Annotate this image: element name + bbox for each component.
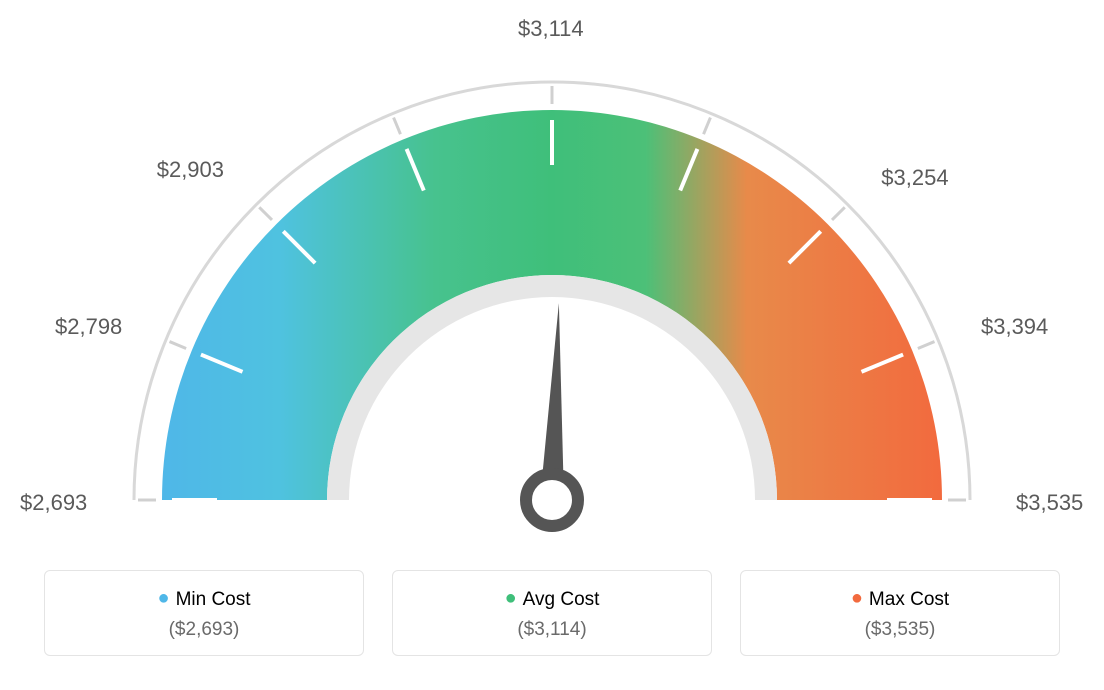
dot-icon: ●: [505, 587, 517, 609]
legend-title-max-text: Max Cost: [869, 589, 949, 610]
legend-card-avg: ● Avg Cost ($3,114): [392, 570, 712, 656]
gauge-tick-label: $2,693: [20, 490, 87, 516]
legend-value-max: ($3,535): [741, 619, 1059, 641]
legend-title-min: ● Min Cost: [45, 587, 363, 611]
gauge-tick-label: $3,114: [518, 16, 584, 42]
dot-icon: ●: [157, 587, 169, 609]
gauge-area: $2,693$2,798$2,903$3,114$3,254$3,394$3,5…: [20, 20, 1084, 560]
dot-icon: ●: [851, 587, 863, 609]
gauge-tick-label: $3,535: [1016, 490, 1083, 516]
legend-value-avg: ($3,114): [393, 619, 711, 641]
gauge-tick-label: $3,254: [881, 165, 948, 191]
legend-card-min: ● Min Cost ($2,693): [44, 570, 364, 656]
legend-card-max: ● Max Cost ($3,535): [740, 570, 1060, 656]
legend-title-min-text: Min Cost: [176, 589, 251, 610]
legend-title-avg: ● Avg Cost: [393, 587, 711, 611]
gauge-tick-label: $2,903: [157, 157, 224, 183]
legend-row: ● Min Cost ($2,693) ● Avg Cost ($3,114) ● M…: [20, 570, 1084, 656]
legend-title-avg-text: Avg Cost: [523, 589, 600, 610]
gauge-tick-label: $3,394: [981, 314, 1048, 340]
gauge-svg: [20, 20, 1084, 560]
gauge-tick-label: $2,798: [55, 314, 122, 340]
cost-gauge-chart: $2,693$2,798$2,903$3,114$3,254$3,394$3,5…: [20, 20, 1084, 656]
legend-value-min: ($2,693): [45, 619, 363, 641]
legend-title-max: ● Max Cost: [741, 587, 1059, 611]
